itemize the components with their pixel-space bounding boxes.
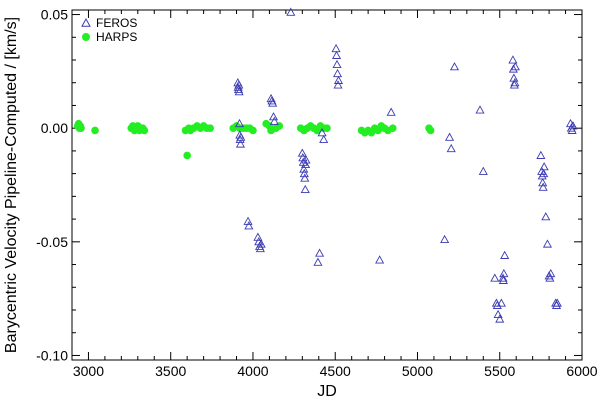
feros-point — [301, 155, 311, 164]
feros-point — [478, 166, 488, 175]
feros-point — [255, 243, 265, 253]
y-tick-label: 0.05 — [41, 7, 68, 23]
feros-point — [475, 105, 485, 114]
y-tick-label: -0.05 — [36, 234, 68, 250]
feros-point — [297, 148, 307, 157]
feros-point — [244, 221, 254, 230]
feros-point — [317, 128, 327, 137]
feros-point — [508, 55, 518, 64]
feros-point — [444, 132, 455, 141]
legend-label-harps: HARPS — [96, 30, 137, 44]
feros-point — [256, 239, 266, 248]
x-axis-title: JD — [317, 383, 337, 400]
harps-point — [140, 126, 149, 135]
y-tick-label: 0.00 — [41, 120, 68, 136]
feros-point — [536, 150, 546, 159]
legend-marker-harps — [82, 33, 90, 41]
harps-point — [426, 126, 435, 135]
feros-point — [496, 298, 506, 307]
x-tick-label: 6000 — [566, 363, 597, 379]
feros-point — [331, 50, 342, 59]
feros-point — [319, 134, 329, 144]
feros-point — [234, 87, 244, 96]
feros-point — [541, 212, 551, 221]
feros-point — [375, 255, 385, 264]
feros-point — [495, 314, 505, 323]
harps-point — [249, 126, 257, 135]
feros-point — [539, 168, 549, 178]
feros-point — [508, 64, 518, 73]
feros-point — [449, 62, 460, 71]
feros-point — [538, 182, 548, 191]
feros-point — [510, 78, 520, 87]
feros-point — [537, 166, 547, 175]
feros-point — [568, 121, 578, 130]
y-axis-title: Barycentric Velocity Pipeline-Computed /… — [3, 17, 20, 353]
legend-item-feros: FEROS — [81, 16, 137, 30]
x-tick-label: 5000 — [402, 363, 433, 379]
feros-point — [235, 139, 246, 148]
harps-point — [275, 122, 284, 130]
feros-point — [233, 84, 244, 94]
legend-label-feros: FEROS — [96, 16, 137, 30]
feros-point — [333, 75, 344, 84]
feros-point — [299, 164, 309, 173]
feros-point — [235, 134, 245, 144]
y-tick-label: -0.10 — [36, 347, 68, 363]
feros-point — [331, 43, 341, 53]
feros-point — [446, 143, 456, 153]
harps-point — [389, 124, 397, 132]
feros-point — [315, 248, 325, 257]
harps-point — [206, 124, 214, 132]
feros-point — [499, 268, 509, 278]
feros-point — [236, 132, 246, 141]
x-tick-label: 3000 — [73, 363, 104, 379]
feros-point — [498, 275, 508, 284]
feros-point — [510, 62, 520, 71]
harps-point — [91, 126, 99, 135]
feros-point — [286, 7, 296, 16]
feros-point — [567, 125, 577, 134]
feros-point — [268, 98, 278, 107]
feros-point — [545, 273, 555, 282]
feros-point — [300, 184, 310, 194]
feros-point — [298, 153, 308, 162]
feros-point — [313, 257, 323, 266]
feros-point — [500, 250, 510, 259]
feros-point — [538, 178, 548, 187]
feros-point — [234, 118, 245, 128]
feros-point — [386, 107, 396, 116]
feros-point — [490, 273, 500, 282]
feros-point — [492, 300, 502, 309]
feros-point — [300, 173, 310, 182]
feros-point — [542, 239, 553, 248]
harps-point — [77, 124, 85, 132]
feros-point — [299, 168, 309, 178]
feros-point — [552, 298, 562, 307]
legend-item-harps: HARPS — [82, 30, 137, 44]
feros-point — [509, 80, 519, 89]
legend: FEROS HARPS — [81, 16, 137, 44]
feros-point — [333, 80, 343, 89]
x-tick-label: 4500 — [320, 363, 351, 379]
feros-point — [539, 162, 549, 171]
feros-point — [332, 59, 342, 69]
x-tick-label: 4000 — [237, 363, 268, 379]
harps-point — [183, 151, 191, 160]
x-tick-label: 3500 — [155, 363, 186, 379]
feros-point — [498, 273, 508, 282]
axis-tick-labels: 3000 3500 4000 4500 5000 5500 6000 0.05 0.00 -0.0… — [36, 7, 598, 379]
feros-point — [301, 159, 311, 169]
feros-point — [269, 116, 279, 125]
harps-point — [323, 124, 331, 132]
data-marks — [73, 7, 578, 323]
axis-ticks — [71, 10, 583, 360]
legend-marker-feros — [81, 17, 91, 27]
feros-point — [332, 68, 343, 78]
plot-frame — [71, 9, 583, 361]
feros-point — [440, 234, 450, 244]
x-tick-label: 5500 — [484, 363, 515, 379]
feros-point — [546, 268, 556, 278]
